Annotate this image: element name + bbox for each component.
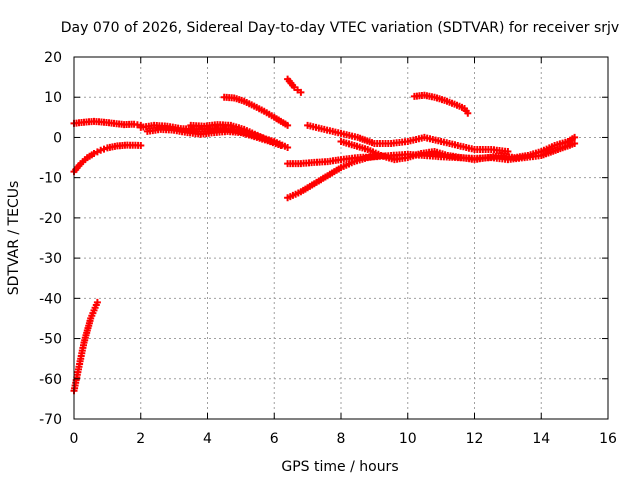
x-tick-label: 4 [203,431,212,447]
data-point [464,109,472,117]
y-tick-label: -70 [39,412,62,428]
series-track-4 [143,125,285,149]
data-point [137,142,145,149]
data-point [267,138,275,145]
series-track-12 [410,91,472,117]
data-point [284,144,292,151]
y-tick-label: 10 [44,90,62,106]
series-track-9 [284,152,385,202]
y-tick-label: -10 [39,171,62,187]
x-tick-label: 2 [136,431,145,447]
series-track-2 [70,141,145,176]
tick-marks [73,56,609,420]
y-tick-label: -30 [39,251,62,267]
x-axis-label: GPS time / hours [281,459,398,475]
grid [74,57,608,419]
tick-labels: 0 2 4 6 8 10 12 14 16 20 10 0 -10 -20 -30 -40 -50 -60 -70 [39,50,617,447]
x-tick-label: 0 [70,431,79,447]
y-tick-label: 0 [53,130,62,146]
x-tick-label: 8 [337,431,346,447]
data-point [571,140,579,147]
data-point [504,148,512,155]
x-tick-label: 16 [599,431,617,447]
x-tick-label: 6 [270,431,279,447]
x-tick-label: 10 [399,431,417,447]
data-point [571,133,579,141]
data-point [284,121,292,129]
series-track-13 [70,298,101,395]
y-tick-label: -50 [39,332,62,348]
chart-title: Day 070 of 2026, Sidereal Day-to-day VTE… [61,20,619,36]
data-point [277,142,285,149]
series-track-11 [337,133,579,164]
y-tick-label: -60 [39,372,62,388]
series-track-10 [304,121,512,155]
data-point-interp [100,145,108,153]
x-tick-label: 12 [466,431,484,447]
data-point [297,88,305,96]
data-markers [70,75,579,395]
data-point [93,298,101,306]
series-track-1 [70,117,145,129]
x-tick-label: 14 [532,431,550,447]
series-track-6 [220,93,292,129]
series-track-5 [187,121,275,145]
y-tick-label: -40 [39,291,62,307]
y-tick-label: 20 [44,50,62,66]
y-tick-label: -20 [39,211,62,227]
series-track-7 [284,75,305,96]
y-axis-label: SDTVAR / TECUs [6,181,22,296]
